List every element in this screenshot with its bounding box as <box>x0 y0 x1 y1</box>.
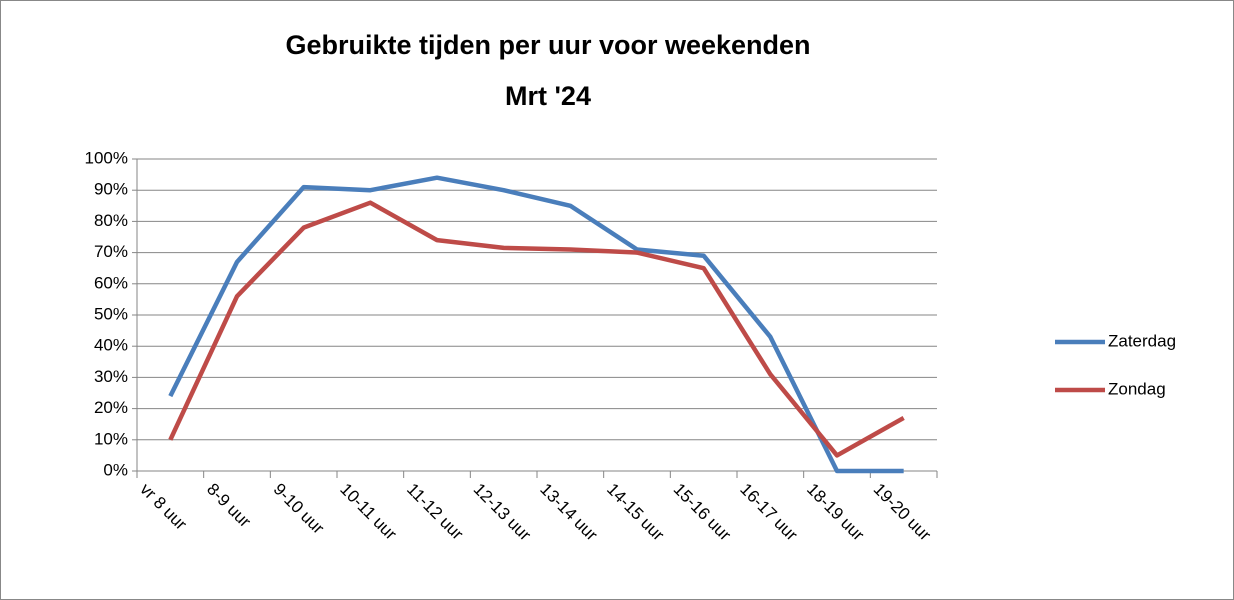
legend-label: Zondag <box>1108 379 1166 398</box>
chart-title: Gebruikte tijden per uur voor weekenden <box>285 30 810 60</box>
y-tick-label: 70% <box>94 242 128 261</box>
y-tick-label: 30% <box>94 367 128 386</box>
y-tick-label: 60% <box>94 273 128 292</box>
legend-label: Zaterdag <box>1108 331 1176 350</box>
y-tick-label: 90% <box>94 180 128 199</box>
chart-title: Mrt '24 <box>505 81 591 111</box>
y-tick-label: 100% <box>85 148 128 167</box>
series-line <box>168 200 905 458</box>
y-tick-label: 0% <box>103 460 128 479</box>
series-line <box>168 175 904 474</box>
y-tick-label: 20% <box>94 398 128 417</box>
y-tick-label: 10% <box>94 429 128 448</box>
y-tick-label: 80% <box>94 211 128 230</box>
y-tick-label: 40% <box>94 336 128 355</box>
y-tick-label: 50% <box>94 304 128 323</box>
